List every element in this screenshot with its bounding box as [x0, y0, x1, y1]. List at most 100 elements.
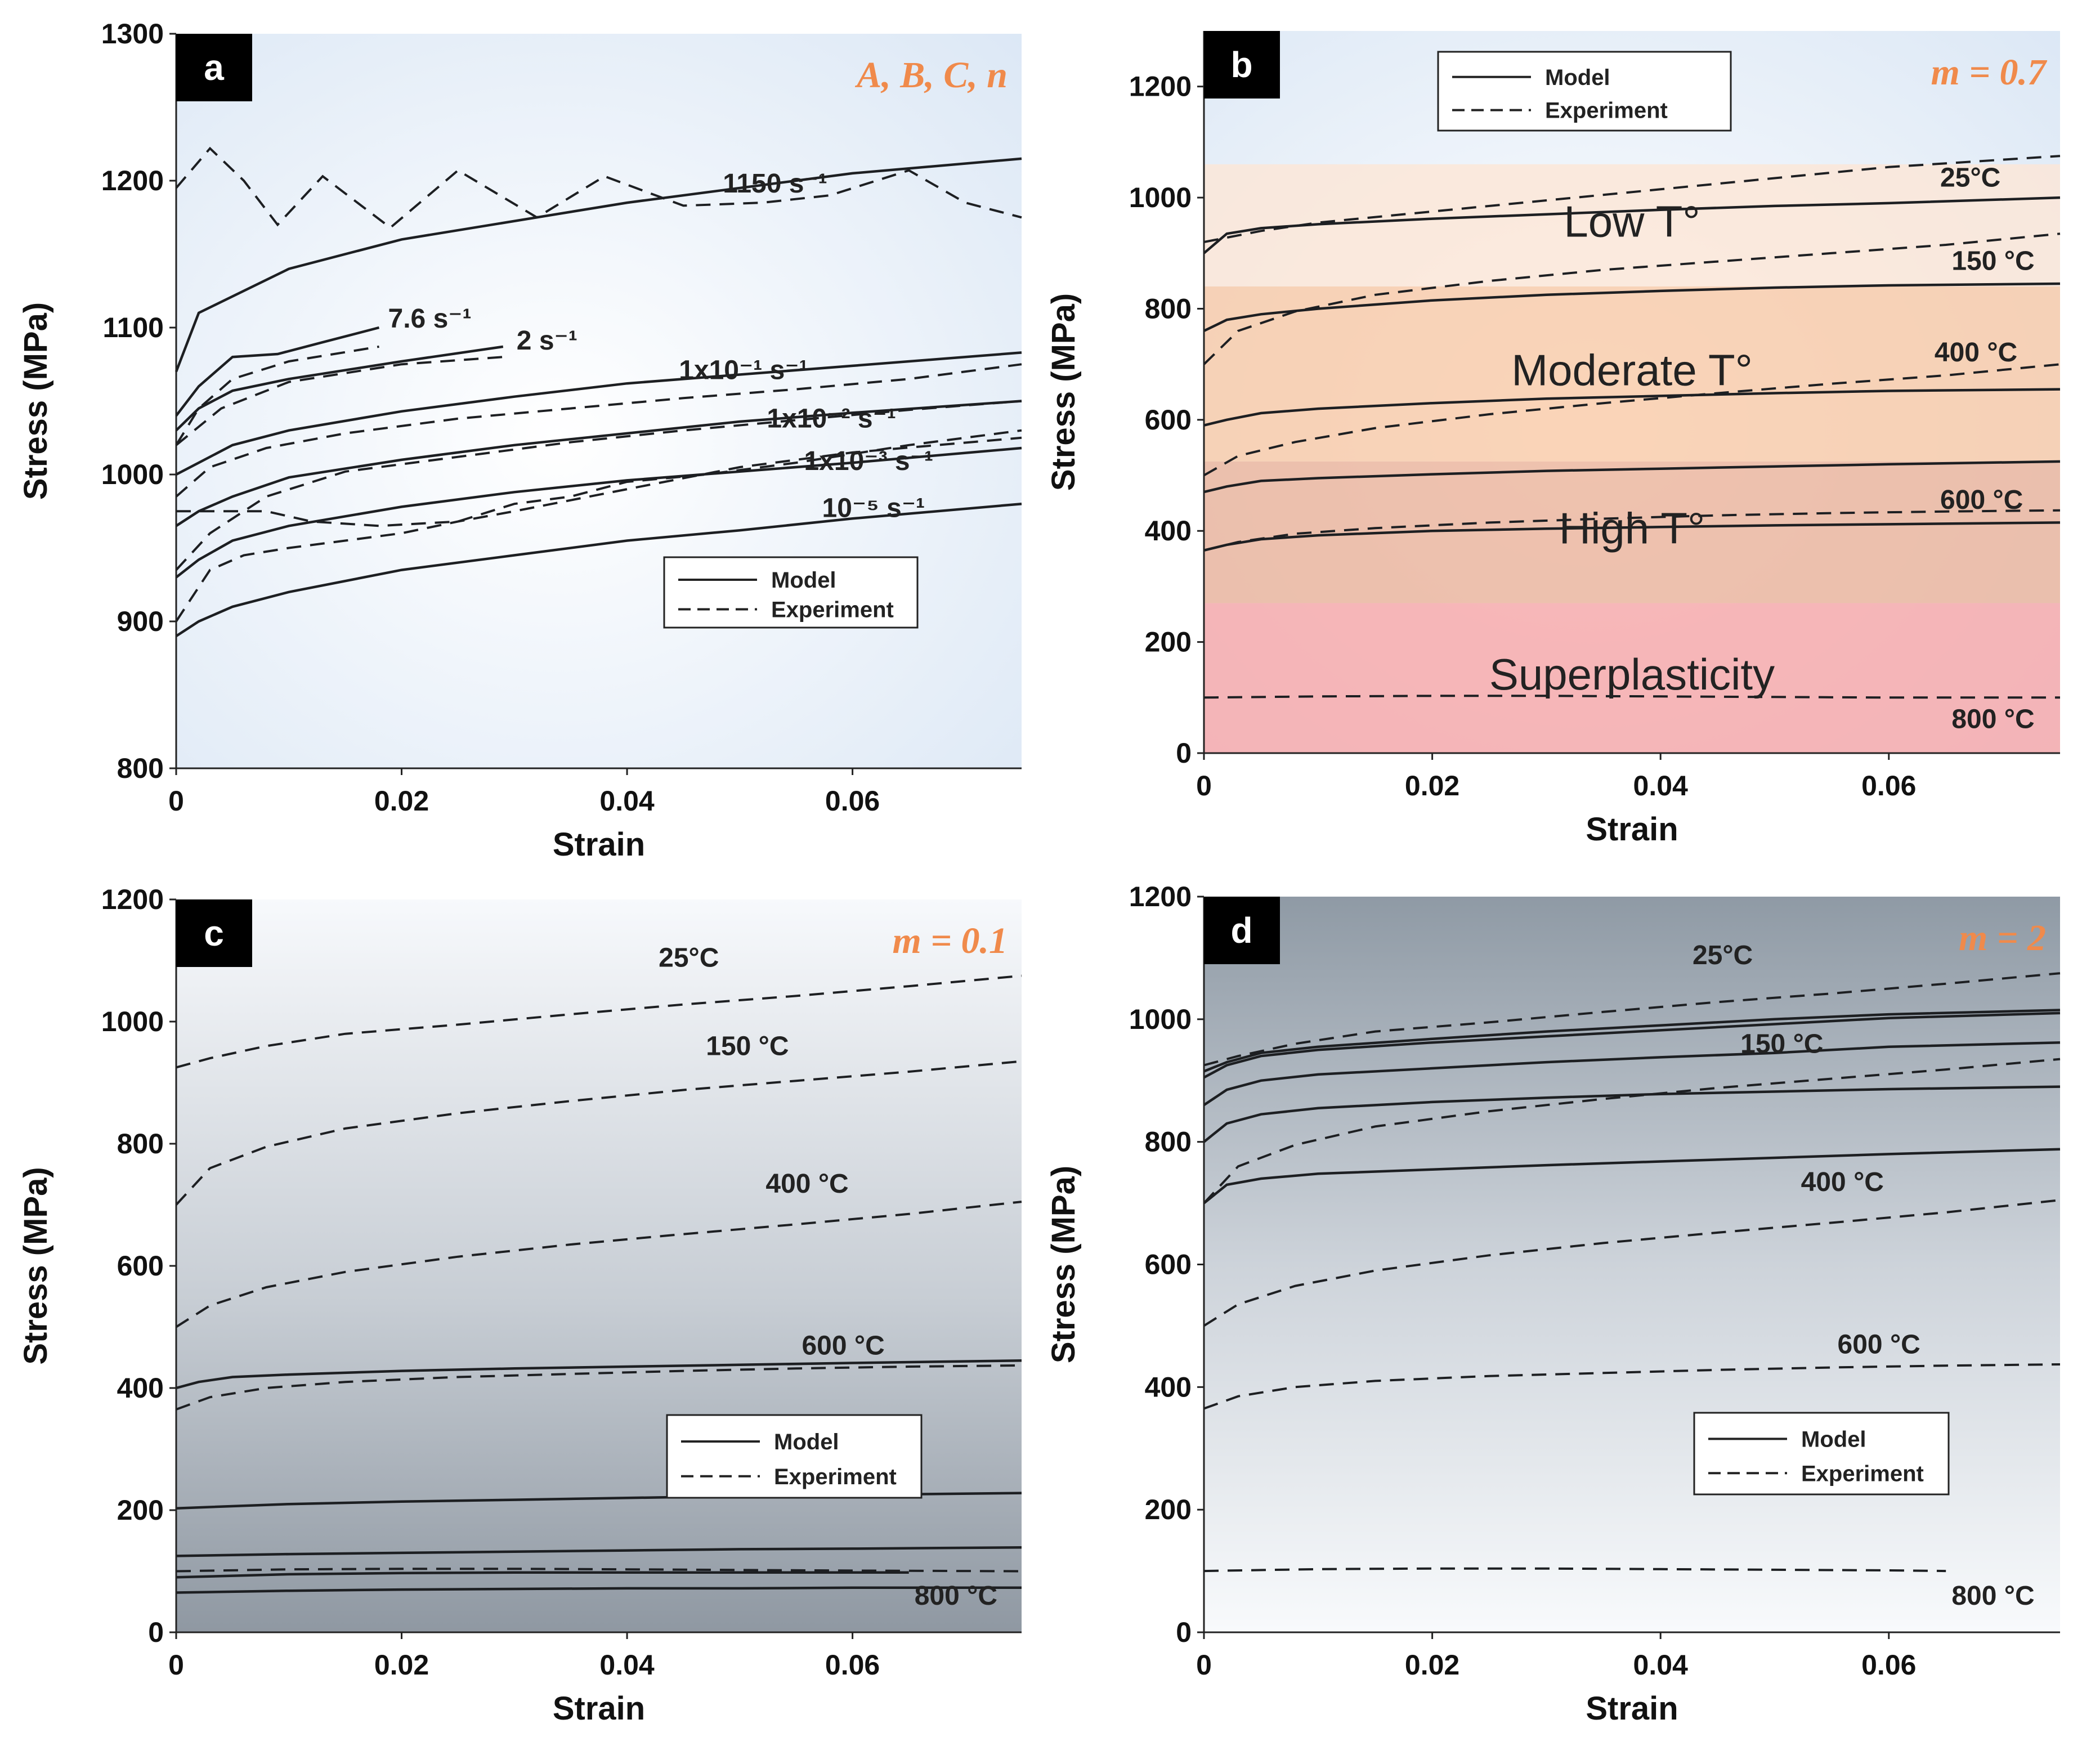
x-tick-label: 0 — [168, 785, 184, 817]
y-axis-title: Stress (MPa) — [1045, 1166, 1082, 1363]
y-tick-label: 200 — [1145, 1494, 1192, 1525]
y-tick-label: 800 — [1145, 1126, 1192, 1158]
curve-label: 25°C — [1940, 163, 2000, 192]
series-line — [176, 1568, 1022, 1573]
plot-background — [176, 34, 1022, 768]
series-line — [175, 1060, 1022, 1206]
legend-box — [663, 556, 919, 629]
series-line — [174, 157, 1022, 373]
series-line — [1203, 1085, 2061, 1143]
curve-label: 25°C — [1693, 941, 1753, 970]
curve-label: 10⁻⁵ s⁻¹ — [822, 494, 925, 523]
panel-a: 1150 s⁻¹ 7.6 s⁻¹ 2 s⁻¹ 1x10⁻¹ s⁻¹ 1x10⁻² s⁻¹… — [17, 18, 1022, 863]
region-label: Moderate T° — [1511, 345, 1753, 395]
series-line — [1203, 363, 2061, 477]
series-line — [175, 400, 1022, 527]
y-axis-title: Stress (MPa) — [1045, 293, 1082, 491]
y-axis-title: Stress (MPa) — [17, 302, 54, 500]
panel-letter-badge — [1204, 31, 1280, 99]
series-line — [1203, 232, 2061, 365]
y-tick-label: 1200 — [101, 884, 164, 915]
y-tick-label: 0 — [1176, 1617, 1192, 1648]
panel-letter-badge — [176, 899, 252, 967]
series-line — [1203, 1363, 2061, 1410]
legend-label: Experiment — [1545, 99, 1668, 123]
legend-box — [1693, 1412, 1950, 1496]
curve-label: 1150 s⁻¹ — [723, 169, 827, 199]
y-tick-label: 1000 — [1129, 182, 1192, 213]
series-line — [1203, 509, 2061, 552]
series-line — [175, 345, 504, 432]
curve-label: 150 °C — [1740, 1029, 1823, 1059]
series-line — [1203, 1009, 2061, 1073]
series-line — [176, 1571, 909, 1579]
y-tick-label: 400 — [1145, 515, 1192, 547]
curve-label: 7.6 s⁻¹ — [388, 304, 472, 334]
curve-label: 400 °C — [765, 1169, 848, 1199]
series-line — [1203, 1058, 2061, 1204]
x-tick-label: 0.06 — [825, 785, 880, 817]
series-line — [175, 1201, 1022, 1328]
y-tick-label: 800 — [117, 753, 164, 784]
x-tick-label: 0.06 — [1861, 1649, 1916, 1681]
curve-label: 150 °C — [1951, 246, 2034, 276]
panel-letter: b — [1230, 44, 1252, 85]
y-tick-label: 1200 — [1129, 881, 1192, 912]
series-line — [1203, 695, 2060, 699]
y-tick-label: 0 — [1176, 737, 1192, 769]
series-line — [175, 356, 503, 446]
y-tick-label: 900 — [117, 606, 164, 637]
legend-box — [1437, 51, 1732, 132]
series-line — [175, 446, 1022, 579]
y-tick-label: 800 — [117, 1128, 164, 1159]
series-line — [175, 345, 379, 446]
y-tick-label: 0 — [148, 1617, 164, 1648]
legend-label: Model — [1801, 1427, 1866, 1452]
panel-b: Low T° Moderate T° High T° Superplasticity 2… — [1045, 31, 2061, 848]
x-axis-title: Strain — [553, 1690, 645, 1727]
panel-letter: c — [204, 913, 224, 953]
y-tick-label: 1200 — [101, 165, 164, 196]
panel-letter: a — [204, 47, 224, 88]
y-tick-label: 1000 — [1129, 1004, 1192, 1035]
series-line — [1203, 282, 2061, 332]
panel-d: 25°C 150 °C 400 °C 600 °C 800 °C 0 200 400 600 80… — [1045, 881, 2061, 1727]
curve-label: 800 °C — [1951, 705, 2034, 735]
curve-label: 800 °C — [915, 1581, 997, 1611]
legend: Model Experiment — [1693, 1412, 1950, 1496]
curve-label: 150 °C — [706, 1032, 789, 1062]
curve-label: 25°C — [659, 943, 719, 973]
x-axis-title: Strain — [1586, 811, 1678, 848]
region-band — [1204, 603, 2060, 753]
curve-label: 800 °C — [1951, 1581, 2034, 1611]
region-band — [1204, 461, 2060, 603]
legend: Model Experiment — [666, 1414, 923, 1499]
region-label: Superplasticity — [1489, 650, 1775, 699]
x-tick-label: 0.04 — [1633, 1649, 1689, 1681]
param-label: m = 0.7 — [1931, 52, 2048, 93]
series-line — [1203, 1199, 2061, 1327]
x-tick-label: 0.04 — [599, 785, 655, 817]
series-line — [1203, 196, 2061, 254]
x-tick-label: 0.02 — [1405, 1649, 1459, 1681]
y-tick-label: 1300 — [101, 18, 164, 50]
panel-letter: d — [1230, 910, 1252, 951]
y-tick-label: 800 — [1145, 293, 1192, 324]
legend-label: Experiment — [1801, 1461, 1924, 1486]
series-line — [176, 1359, 1022, 1390]
curve-label: 2 s⁻¹ — [517, 326, 577, 356]
region-label: Low T° — [1564, 196, 1700, 246]
series-line — [175, 502, 1022, 637]
x-tick-label: 0 — [1196, 1649, 1212, 1681]
region-band — [1204, 164, 2060, 286]
curve-label: 600 °C — [802, 1331, 884, 1360]
series-line — [175, 351, 1022, 476]
series-line — [175, 326, 380, 417]
series-line — [1203, 460, 2061, 494]
series-line — [176, 1364, 1022, 1411]
series-line — [175, 436, 1022, 623]
legend-label: Model — [774, 1430, 839, 1454]
legend-label: Model — [771, 568, 836, 593]
series-line — [1203, 155, 2061, 243]
legend: Model Experiment — [1437, 51, 1732, 132]
